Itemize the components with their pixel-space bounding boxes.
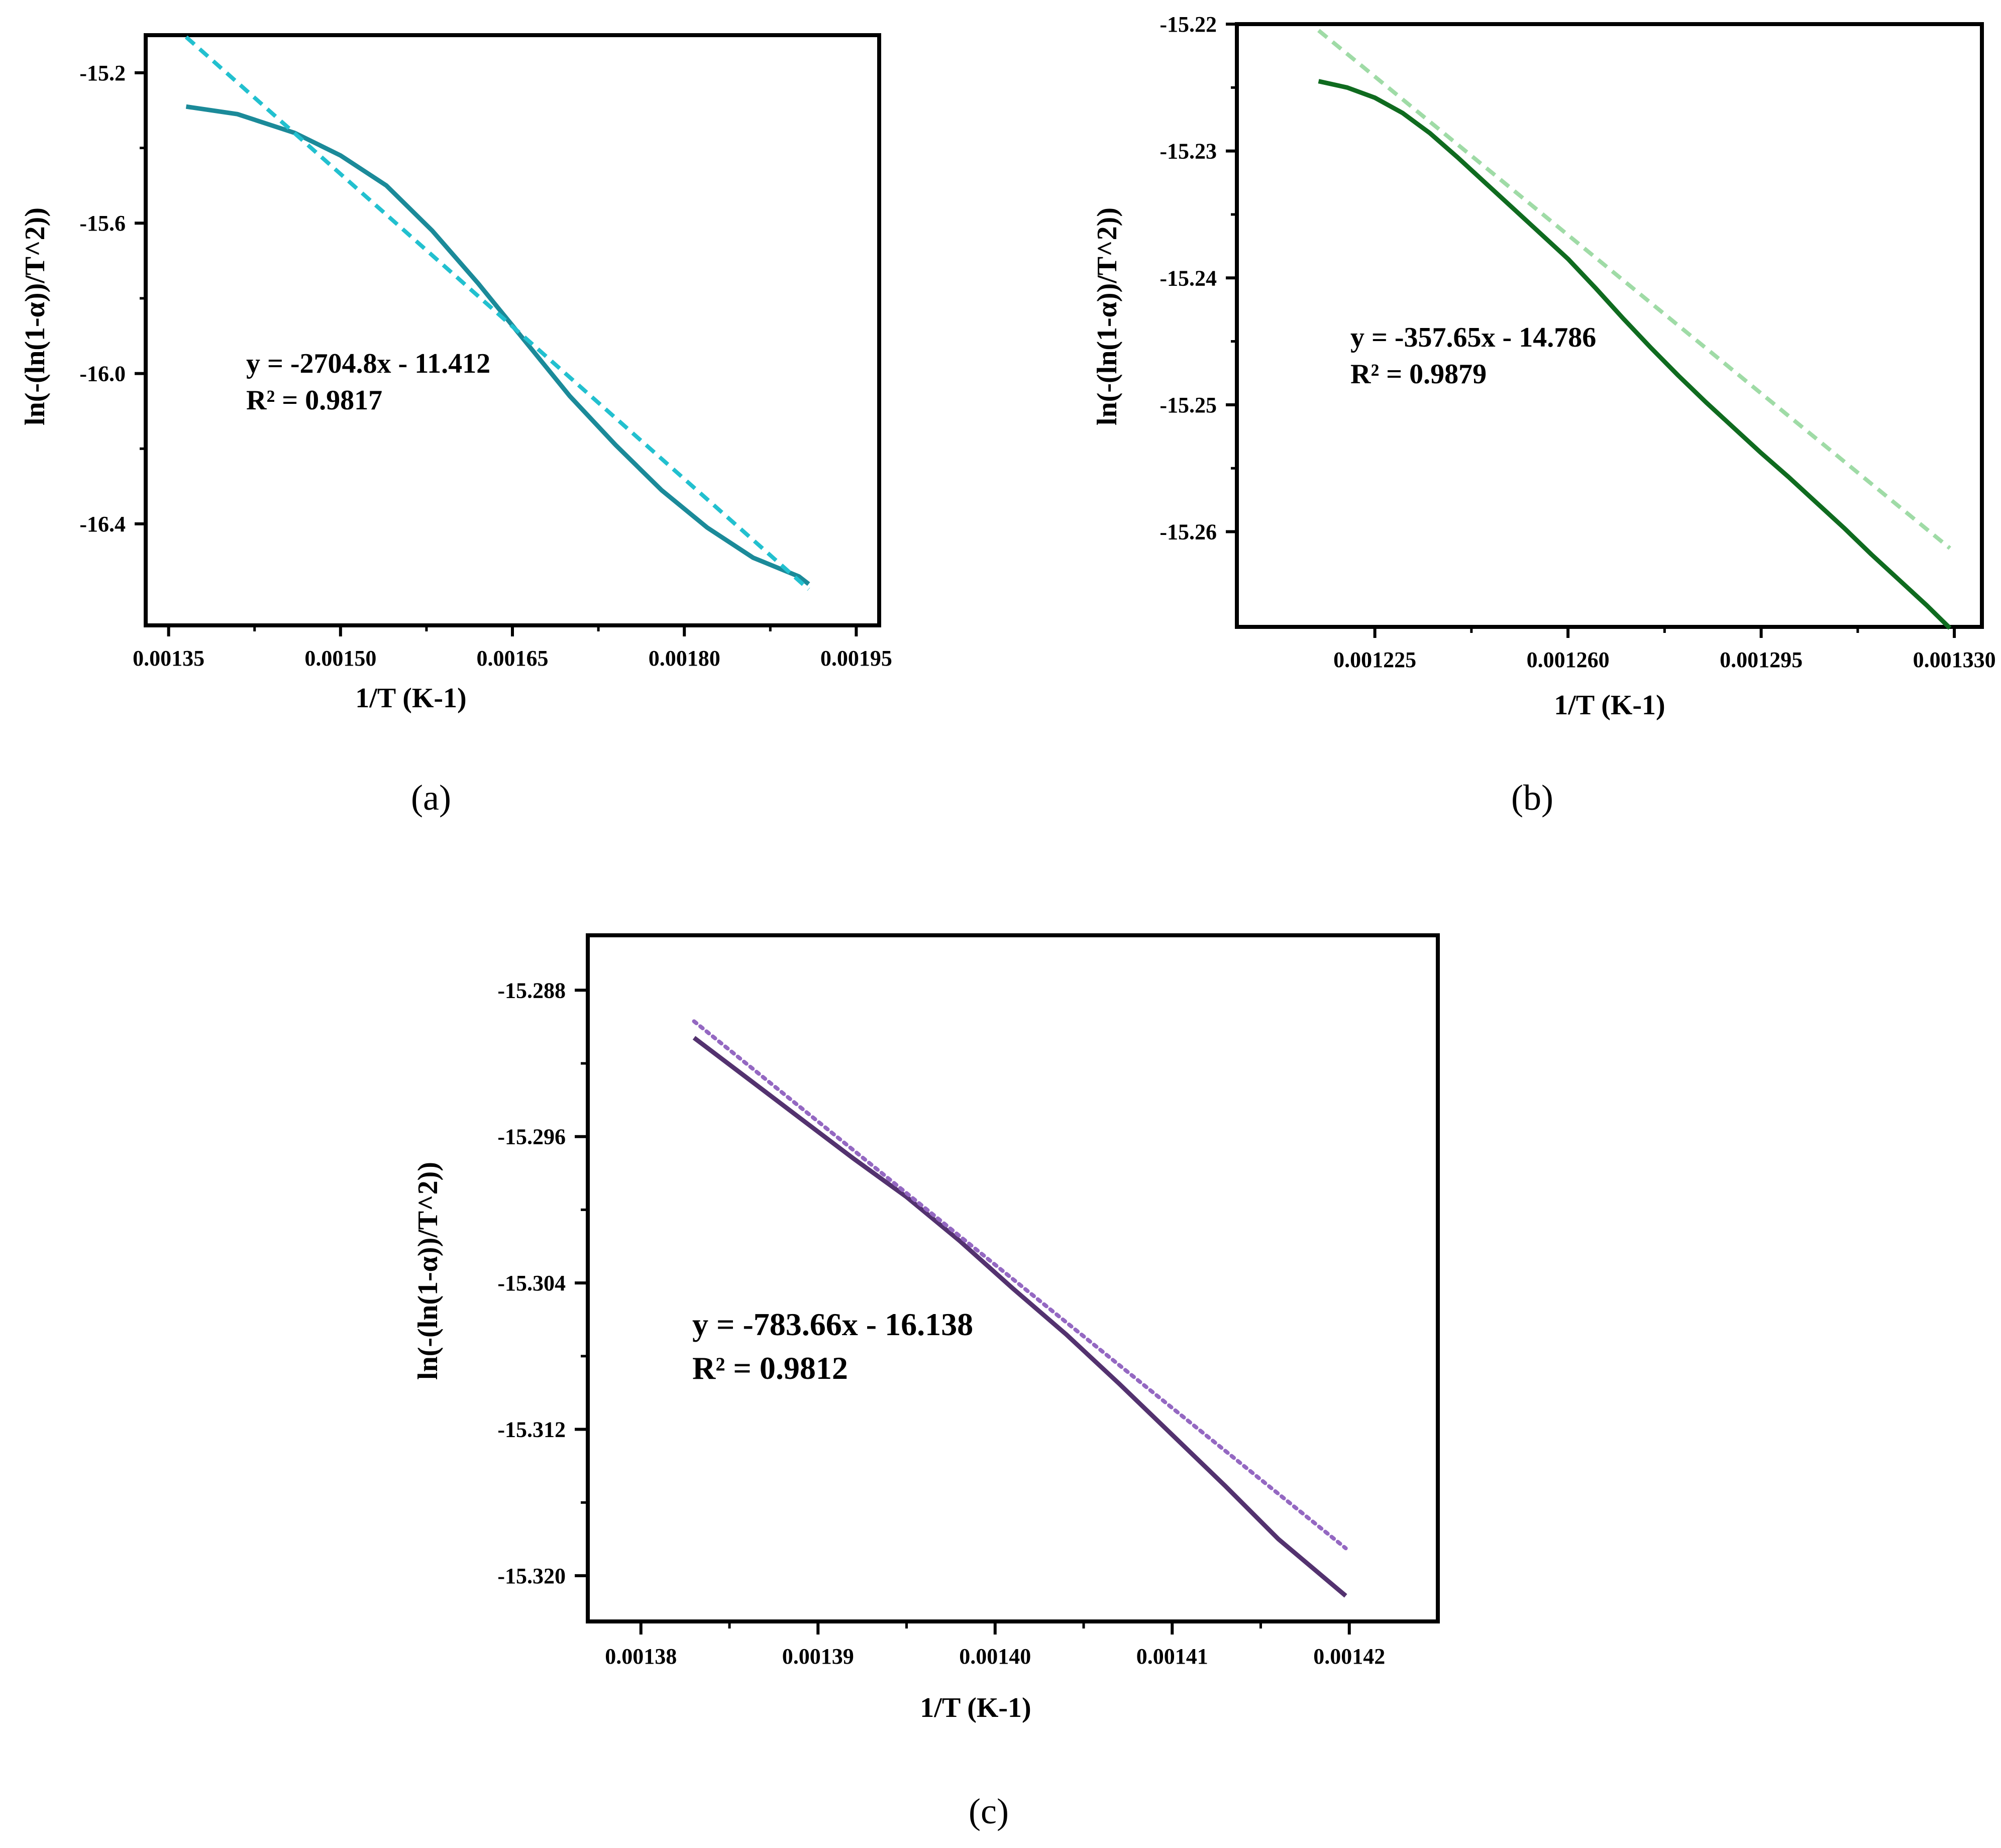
y-tick-label-c: -15.296 <box>497 1125 566 1149</box>
chart-panel-b: ln(-(ln(1-α))/T^2)) 1/T (K-1) y = -357.6… <box>1092 12 1996 818</box>
y-tick-label-a: -15.6 <box>79 211 126 236</box>
data-line-b <box>1318 79 1952 630</box>
y-tick-label-b: -15.25 <box>1160 393 1217 417</box>
y-axis-title-a: ln(-(ln(1-α))/T^2)) <box>20 207 51 425</box>
y-axis-title-c: ln(-(ln(1-α))/T^2)) <box>412 1162 444 1380</box>
x-tick-label-b: 0.001330 <box>1913 647 1996 672</box>
x-tick-label-a: 0.00180 <box>649 646 720 671</box>
panel-caption-b: (b) <box>1511 778 1553 818</box>
x-tick-label-b: 0.001295 <box>1720 647 1803 672</box>
x-tick-label-c: 0.00138 <box>605 1644 677 1669</box>
x-tick-label-c: 0.00141 <box>1136 1644 1208 1669</box>
equation-b: y = -357.65x - 14.786 <box>1350 322 1596 353</box>
y-tick-label-c: -15.304 <box>497 1271 566 1295</box>
r-squared-c: R² = 0.9812 <box>692 1350 848 1386</box>
y-tick-label-b: -15.26 <box>1160 520 1217 545</box>
y-tick-label-c: -15.288 <box>497 978 566 1003</box>
chart-panel-a: ln(-(ln(1-α))/T^2)) 1/T (K-1) y = -2704.… <box>20 33 892 818</box>
equation-c: y = -783.66x - 16.138 <box>692 1307 973 1342</box>
equation-a: y = -2704.8x - 11.412 <box>246 348 490 379</box>
y-axis-title-b: ln(-(ln(1-α))/T^2)) <box>1092 207 1123 425</box>
x-tick-label-b: 0.001225 <box>1333 647 1416 672</box>
x-axis-title-c: 1/T (K-1) <box>920 1692 1031 1723</box>
panel-caption-a: (a) <box>411 778 451 818</box>
y-tick-label-a: -16.4 <box>79 512 126 536</box>
x-tick-label-c: 0.00140 <box>959 1644 1031 1669</box>
fit-line-b <box>1317 29 1951 550</box>
x-tick-label-a: 0.00165 <box>477 646 549 671</box>
x-tick-label-a: 0.00150 <box>304 646 376 671</box>
x-tick-label-b: 0.001260 <box>1527 647 1610 672</box>
y-tick-label-c: -15.312 <box>497 1418 566 1442</box>
x-axis-title-b: 1/T (K-1) <box>1554 690 1665 721</box>
x-tick-label-a: 0.00135 <box>133 646 204 671</box>
fit-line-a <box>184 35 810 591</box>
x-axis-title-a: 1/T (K-1) <box>355 683 466 714</box>
data-line-a <box>185 104 810 586</box>
y-tick-label-c: -15.320 <box>497 1564 566 1588</box>
fit-line-c <box>692 1019 1348 1551</box>
x-tick-label-a: 0.00195 <box>820 646 892 671</box>
plot-frame-a <box>144 33 881 627</box>
r-squared-a: R² = 0.9817 <box>246 385 382 416</box>
y-tick-label-a: -16.0 <box>79 362 126 386</box>
y-tick-label-b: -15.23 <box>1160 139 1217 164</box>
y-tick-label-a: -15.2 <box>79 61 126 85</box>
plot-frame-c <box>586 933 1440 1623</box>
plot-frame-b <box>1235 22 1984 629</box>
chart-panel-c: ln(-(ln(1-α))/T^2)) 1/T (K-1) y = -783.6… <box>412 933 1440 1831</box>
data-line-c <box>692 1036 1347 1598</box>
x-tick-label-c: 0.00139 <box>782 1644 854 1669</box>
y-tick-label-b: -15.22 <box>1160 12 1217 37</box>
panel-caption-c: (c) <box>969 1791 1009 1831</box>
r-squared-b: R² = 0.9879 <box>1350 359 1487 390</box>
y-tick-label-b: -15.24 <box>1160 266 1217 290</box>
x-tick-label-c: 0.00142 <box>1313 1644 1385 1669</box>
